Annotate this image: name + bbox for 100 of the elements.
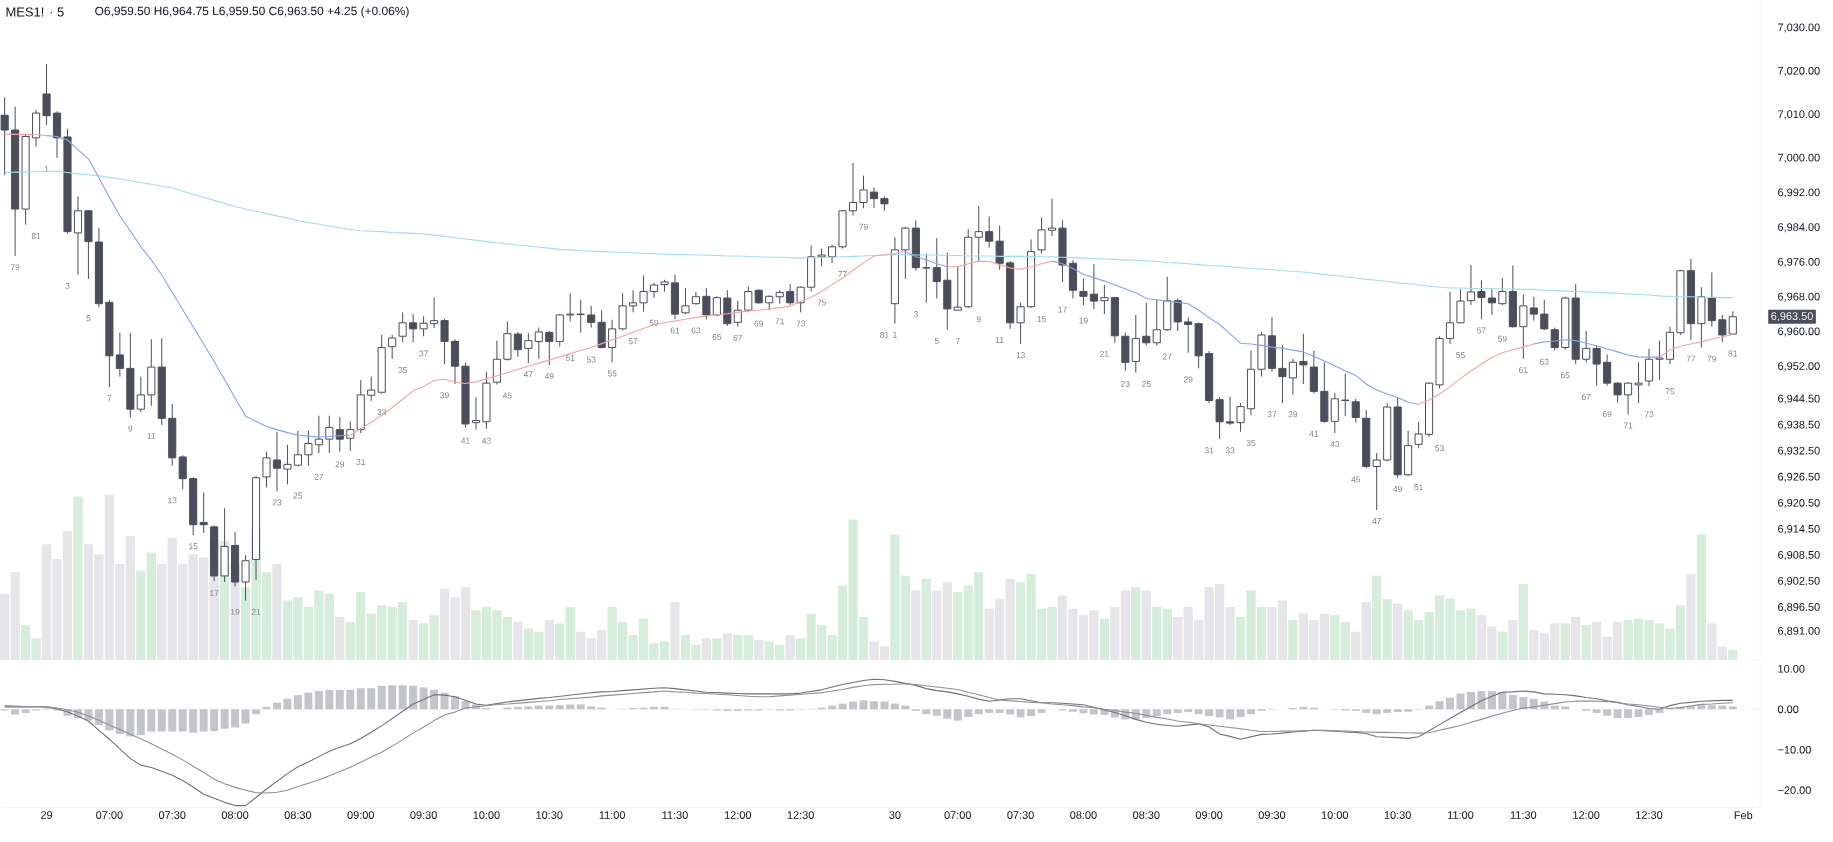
candlestick: [1226, 396, 1235, 426]
candlestick: [1047, 198, 1057, 237]
bar: [1131, 587, 1141, 660]
bar: [1372, 575, 1382, 660]
x-tick-label: 71: [775, 318, 784, 325]
text: O6,959.50 H6,964.75 L6,959.50 C6,963.50 +4.25 (+0.06%): [95, 6, 409, 18]
y-tick-label: 6,952.00: [1778, 362, 1820, 372]
x-tick-label: 73: [1644, 411, 1654, 418]
candlestick: [325, 415, 334, 454]
candlestick: [388, 334, 397, 360]
candlestick: [73, 196, 83, 276]
candlestick: [608, 319, 617, 364]
x-tick-label: 09:30: [1258, 811, 1286, 820]
candlestick: [1624, 381, 1633, 416]
x-tick-label: 08:30: [284, 811, 312, 820]
candlestick: [1288, 358, 1297, 396]
x-tick-label: 79: [10, 264, 20, 271]
candlestick: [492, 340, 501, 386]
candlestick: [409, 313, 418, 344]
x-tick-label: 51: [1414, 484, 1423, 491]
candlestick: [398, 312, 407, 344]
x-tick-label: 11: [995, 337, 1004, 344]
y-tick-label: 10.00: [1778, 665, 1805, 673]
x-tick-label: 27: [314, 474, 324, 480]
candlestick: [1603, 354, 1612, 387]
candlestick: [587, 305, 596, 329]
x-tick-label: 15: [189, 543, 198, 550]
candlestick: [1707, 272, 1716, 328]
x-tick-label: 79: [1707, 355, 1717, 362]
x-tick-label: 67: [1581, 394, 1591, 401]
x-tick-label: 51: [565, 355, 575, 361]
candlestick: [1550, 327, 1559, 352]
candlestick: [995, 225, 1004, 271]
y-tick-label: −10.00: [1778, 746, 1811, 754]
bar: [1382, 598, 1392, 660]
y-tick-label: 6,926.50: [1778, 473, 1820, 483]
x-tick-label: 08:00: [221, 811, 249, 820]
y-tick-label: 6,960.00: [1778, 327, 1820, 337]
candlestick: [335, 416, 344, 453]
candlestick: [1184, 317, 1193, 354]
x-tick-label: 11:00: [599, 811, 625, 820]
candlestick: [1351, 398, 1360, 424]
candlestick: [115, 332, 124, 378]
x-tick-label: 5: [86, 315, 91, 322]
candlestick: [1152, 298, 1161, 347]
candlestick: [618, 292, 627, 331]
candlestick: [1372, 452, 1381, 511]
candlestick: [901, 226, 910, 280]
candlestick: [985, 216, 994, 249]
x-tick-label: 57: [1477, 327, 1486, 334]
x-tick-label: 37: [1267, 411, 1277, 418]
x-tick-label: 49: [544, 373, 554, 380]
x-tick-label: 53: [1435, 445, 1444, 452]
x-tick-label: Feb: [1734, 811, 1753, 820]
candlestick: [314, 415, 323, 454]
bar: [136, 570, 146, 660]
x-tick-label: 10:30: [536, 811, 563, 820]
x-tick-label: 81: [880, 332, 889, 339]
x-tick-label: 08:00: [1070, 811, 1097, 820]
x-tick-label: 12:00: [724, 811, 752, 820]
candlestick: [1655, 340, 1664, 381]
candlestick: [440, 318, 449, 365]
candlestick: [545, 330, 554, 366]
x-tick-label: 67: [733, 335, 743, 342]
y-tick-label: 6,984.00: [1778, 223, 1820, 233]
x-tick-label: 35: [398, 367, 408, 374]
x-tick-label: 43: [481, 438, 491, 444]
candlestick: [293, 430, 302, 468]
candlestick: [199, 492, 208, 534]
x-tick-label: 69: [1602, 411, 1612, 418]
x-tick-label: 75: [817, 299, 826, 306]
x-tick-label: 41: [460, 438, 470, 444]
candlestick: [1613, 381, 1622, 404]
x-tick-label: 23: [1121, 381, 1130, 388]
candlestick: [1131, 314, 1140, 374]
bar: [1288, 620, 1298, 660]
bar: [1497, 631, 1508, 660]
x-tick-label: 77: [838, 271, 847, 278]
candlestick: [649, 282, 659, 299]
x-tick-label: 5: [934, 338, 939, 345]
candlestick: [178, 454, 187, 490]
x-tick-label: 29: [1183, 376, 1193, 383]
candlestick: [702, 287, 711, 321]
candlestick: [1037, 216, 1046, 255]
bar: [1152, 607, 1162, 660]
bar: [73, 496, 83, 660]
candlestick: [828, 244, 837, 264]
y-tick-label: 7,030.00: [1778, 23, 1820, 33]
candlestick: [744, 286, 753, 314]
x-tick-label: 71: [1623, 422, 1633, 429]
x-tick-label: 79: [859, 223, 868, 230]
x-tick-label: 9: [976, 316, 981, 323]
x-tick-label: 12:00: [1573, 811, 1600, 820]
x-tick-label: 29: [41, 811, 53, 820]
candlestick: [932, 237, 941, 300]
candlestick: [681, 287, 690, 315]
chart-title: MES1! · 5: [6, 7, 64, 17]
x-tick-label: 77: [1686, 355, 1696, 362]
candlestick: [566, 292, 575, 323]
x-tick-label: 59: [649, 319, 659, 326]
